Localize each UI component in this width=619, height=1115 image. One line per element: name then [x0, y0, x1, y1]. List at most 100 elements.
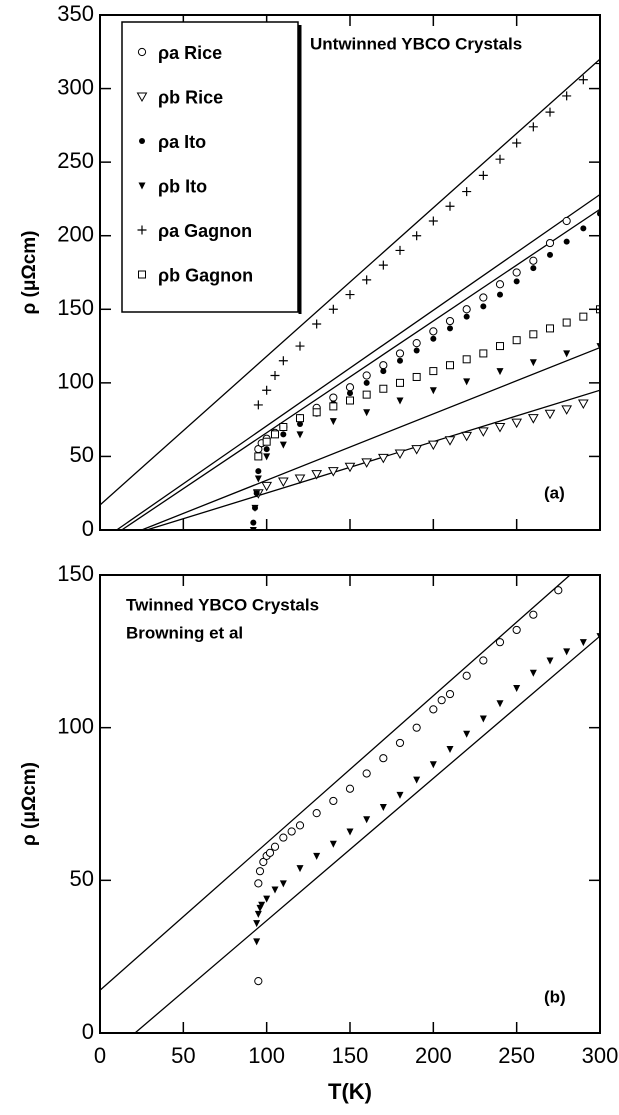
marker	[563, 238, 570, 245]
marker	[578, 75, 588, 85]
marker	[396, 397, 404, 405]
marker	[529, 610, 538, 619]
marker	[429, 367, 438, 376]
marker	[527, 414, 539, 424]
fit-line	[121, 208, 600, 530]
marker	[595, 59, 600, 69]
marker	[530, 265, 537, 272]
marker	[546, 657, 554, 665]
marker	[297, 421, 303, 428]
legend-label: ρb Ito	[158, 176, 207, 196]
marker	[512, 336, 521, 345]
x-axis-label: T(K)	[328, 1079, 372, 1104]
marker	[345, 290, 355, 300]
marker	[412, 231, 422, 241]
marker	[413, 776, 421, 784]
marker	[429, 761, 437, 769]
marker	[329, 402, 338, 411]
marker	[362, 371, 371, 380]
marker	[396, 378, 404, 387]
marker	[344, 462, 356, 473]
marker	[528, 122, 538, 132]
marker	[496, 342, 504, 351]
marker	[497, 291, 503, 298]
marker	[463, 378, 471, 386]
fit-line	[146, 389, 600, 530]
marker	[362, 275, 372, 285]
marker	[311, 470, 323, 480]
marker	[512, 625, 521, 635]
marker	[363, 409, 371, 417]
marker	[377, 453, 389, 464]
fit-line	[134, 635, 600, 1033]
legend-label: ρa Rice	[158, 43, 222, 63]
marker	[255, 468, 262, 475]
fit-line	[100, 575, 571, 991]
y-axis-label: ρ (μΩcm)	[19, 762, 40, 846]
marker	[138, 182, 146, 190]
x-tick-label: 100	[248, 1043, 285, 1068]
marker	[277, 477, 289, 487]
marker	[327, 467, 339, 477]
marker	[430, 335, 437, 342]
marker	[254, 976, 263, 986]
panel-subtitle: Browning et al	[126, 623, 243, 642]
marker	[251, 504, 259, 512]
marker	[577, 399, 589, 409]
legend-label: ρb Gagnon	[158, 265, 253, 285]
marker	[379, 804, 387, 812]
y-tick-label: 100	[57, 369, 94, 394]
marker	[329, 840, 337, 848]
marker	[137, 47, 147, 57]
marker	[579, 312, 588, 321]
marker	[429, 327, 438, 336]
marker	[396, 791, 404, 799]
marker	[427, 440, 439, 451]
panel-title: Untwinned YBCO Crystals	[310, 34, 522, 53]
marker	[279, 880, 287, 888]
marker	[271, 430, 279, 439]
marker	[262, 385, 272, 395]
marker	[328, 304, 338, 314]
marker	[413, 347, 420, 354]
marker	[477, 427, 489, 437]
marker	[329, 418, 337, 426]
marker	[395, 245, 405, 255]
marker	[295, 821, 305, 830]
marker	[296, 431, 304, 439]
marker	[312, 319, 322, 329]
marker	[345, 784, 355, 793]
marker	[255, 867, 265, 876]
marker	[412, 372, 421, 381]
marker	[479, 656, 488, 665]
marker	[512, 268, 521, 277]
marker	[395, 738, 405, 748]
marker	[329, 796, 338, 806]
marker	[362, 769, 371, 778]
marker	[263, 446, 270, 453]
plot-area	[100, 575, 600, 1033]
marker	[287, 827, 296, 836]
marker	[446, 746, 454, 754]
x-tick-label: 50	[171, 1043, 195, 1068]
marker	[412, 339, 421, 348]
marker	[261, 481, 273, 492]
marker	[463, 313, 470, 320]
marker	[445, 201, 455, 211]
marker	[363, 816, 371, 824]
legend-label: ρa Gagnon	[158, 221, 252, 241]
marker	[562, 216, 571, 226]
marker	[250, 519, 257, 526]
y-tick-label: 250	[57, 148, 94, 173]
marker	[253, 490, 261, 498]
marker	[447, 325, 453, 332]
x-tick-label: 300	[582, 1043, 619, 1068]
marker	[411, 445, 423, 455]
marker	[137, 225, 147, 235]
y-tick-label: 150	[57, 295, 94, 320]
fit-line	[100, 58, 600, 506]
marker	[296, 865, 304, 873]
marker	[296, 414, 304, 423]
marker	[294, 474, 306, 485]
